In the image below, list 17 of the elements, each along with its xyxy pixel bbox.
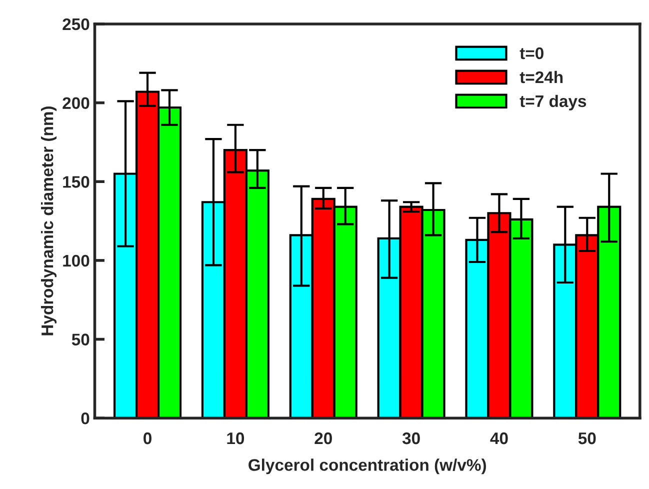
- legend-label: t=0: [520, 47, 544, 60]
- x-tick-label: 50: [578, 432, 596, 444]
- x-tick-label: 0: [144, 432, 152, 444]
- x-tick-label: 40: [490, 432, 508, 444]
- y-tick-label: 150: [63, 176, 90, 188]
- y-tick-label: 250: [62, 18, 90, 30]
- y-tick-label: 200: [62, 97, 90, 109]
- x-tick-label: 20: [314, 432, 332, 444]
- legend-label: t=7 days: [520, 94, 586, 110]
- legend-label: t=24h: [520, 70, 563, 84]
- y-tick-label: 0: [81, 412, 90, 424]
- x-axis-title: Glycerol concentration (w/v%): [248, 458, 486, 474]
- y-tick-label: 100: [63, 254, 90, 267]
- y-tick-label: 50: [72, 334, 90, 346]
- x-tick-label: 10: [227, 432, 244, 444]
- y-axis-title: Hydrodynamic diameter (nm): [40, 106, 57, 336]
- x-tick-label: 30: [402, 432, 420, 444]
